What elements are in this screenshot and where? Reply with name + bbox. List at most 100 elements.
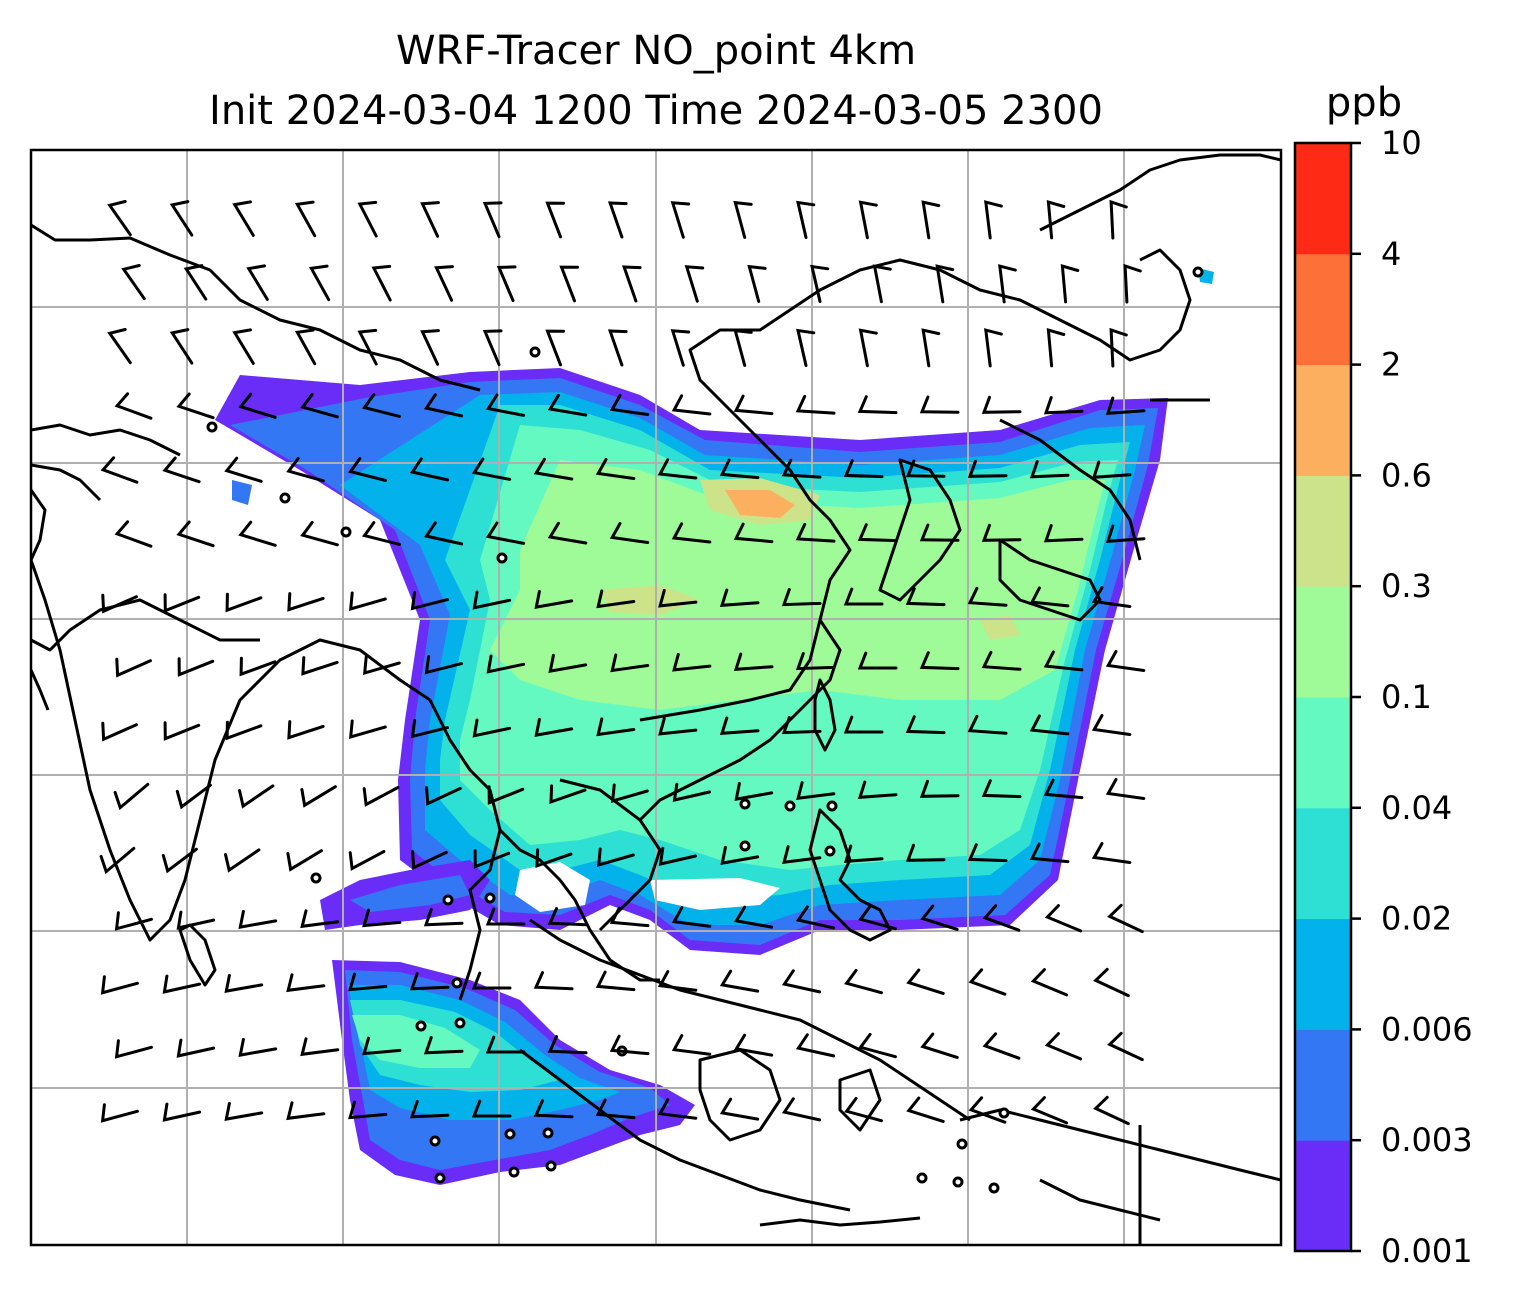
- wind-barb: [733, 394, 774, 416]
- wind-barb: [684, 265, 705, 303]
- wind-barb: [981, 779, 1022, 799]
- wind-barb: [843, 587, 884, 606]
- wind-barb: [100, 975, 139, 995]
- wind-barb: [533, 457, 574, 481]
- wind-barb: [609, 906, 650, 928]
- wind-barb: [781, 969, 822, 994]
- wind-barb: [672, 782, 711, 802]
- wind-barb: [843, 844, 884, 863]
- wind-barb: [423, 393, 464, 418]
- wind-barb: [409, 457, 450, 482]
- colorbar-band: [1295, 918, 1351, 1030]
- wind-barb: [781, 458, 822, 479]
- wind-barb: [420, 201, 440, 238]
- wind-barb: [795, 522, 836, 543]
- wind-barb: [968, 1096, 1007, 1124]
- colorbar-tick-label: 10: [1381, 124, 1422, 162]
- wind-barb: [795, 905, 836, 930]
- colorbar-band: [1295, 475, 1351, 587]
- colorbar-band: [1295, 807, 1351, 920]
- wind-barb: [300, 392, 339, 419]
- wind-barb: [919, 523, 960, 542]
- wind-barb: [1030, 1096, 1069, 1125]
- wind-barb: [169, 328, 194, 365]
- wind-barb: [183, 264, 208, 301]
- wind-barb: [1123, 263, 1142, 304]
- wind-barb: [225, 720, 263, 741]
- colorbar-tick-label: 0.6: [1381, 456, 1432, 494]
- plume-gap: [515, 862, 590, 912]
- wind-barb: [747, 264, 767, 303]
- wind-barb: [657, 970, 698, 992]
- colorbar-ticks: 0.001 0.003 0.006 0.02 0.04 0.1 0.3 0.6 2 4 10: [1351, 124, 1473, 1270]
- wind-barb: [300, 520, 339, 547]
- wind-barb: [545, 201, 565, 239]
- wind-barb: [981, 395, 1022, 414]
- wind-barb: [595, 970, 636, 992]
- colorbar-tick-label: 2: [1381, 346, 1401, 384]
- wind-barb: [733, 1033, 774, 1057]
- wind-barb: [1105, 524, 1146, 543]
- wind-barb: [533, 971, 574, 991]
- wind-barb: [300, 785, 337, 808]
- wind-barb: [162, 456, 201, 484]
- wind-barb: [1046, 328, 1066, 368]
- wind-barb: [232, 328, 255, 365]
- wind-barb: [287, 592, 325, 612]
- colorbar-tick-label: 0.1: [1381, 678, 1432, 716]
- wind-barb: [1107, 1031, 1144, 1062]
- wind-barb: [984, 200, 1003, 240]
- wind-barb: [169, 200, 194, 237]
- wind-barb: [487, 785, 525, 805]
- wind-barb: [844, 1096, 883, 1123]
- wind-barb: [610, 653, 650, 673]
- wind-barb: [609, 522, 650, 544]
- wind-barb: [858, 904, 897, 931]
- wind-barb: [224, 848, 261, 873]
- wind-barb: [472, 590, 512, 610]
- wind-barb: [114, 911, 153, 931]
- wind-barb: [559, 265, 579, 303]
- wind-barb: [348, 850, 386, 871]
- wind-barb: [905, 843, 946, 862]
- wind-barb: [1043, 650, 1084, 672]
- wind-barb: [998, 264, 1017, 304]
- wind-barb: [595, 458, 636, 480]
- wind-barb: [472, 718, 512, 738]
- colorbar-tick-label: 0.001: [1381, 1232, 1473, 1270]
- wind-barb: [371, 264, 392, 302]
- wind-barb: [1109, 327, 1128, 368]
- wind-barb: [1105, 778, 1146, 800]
- wind-barb: [485, 1035, 526, 1054]
- wind-barb: [348, 972, 388, 992]
- tracer-plume-north: [215, 268, 1214, 955]
- wind-barb: [410, 591, 449, 611]
- wind-barb: [482, 201, 503, 239]
- wind-barb: [982, 1032, 1021, 1060]
- wind-barb: [857, 780, 898, 799]
- wind-barb: [1109, 199, 1128, 240]
- wind-barb: [843, 459, 884, 479]
- wind-barb: [434, 265, 454, 302]
- wind-barb: [533, 1099, 574, 1119]
- wind-barb: [719, 1097, 760, 1121]
- wind-barb: [919, 779, 960, 798]
- wind-barb: [843, 715, 884, 734]
- wind-barb: [720, 845, 760, 865]
- wind-barb: [967, 714, 1008, 735]
- wind-barb: [1091, 842, 1132, 864]
- wind-barb: [607, 201, 628, 239]
- wind-barb: [671, 522, 712, 544]
- wind-barb: [719, 458, 760, 480]
- wind-barb: [872, 264, 892, 304]
- wind-barb: [670, 329, 691, 367]
- wind-barb: [101, 593, 138, 614]
- wind-barb: [857, 395, 898, 415]
- wind-barb: [548, 653, 588, 673]
- wind-barb: [905, 715, 946, 735]
- wind-barb: [795, 394, 836, 415]
- colorbar-band: [1295, 1029, 1351, 1141]
- wind-barb: [905, 587, 946, 607]
- wind-barb: [967, 843, 1008, 863]
- tracer-plume-south: [332, 960, 695, 1185]
